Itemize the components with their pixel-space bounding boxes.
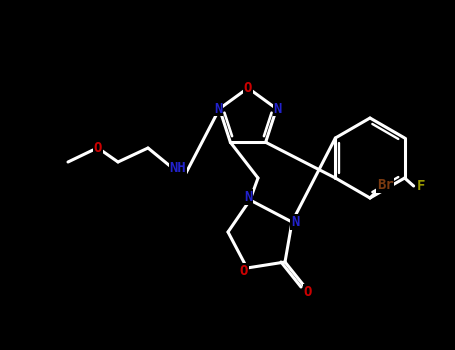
Text: N: N (291, 215, 299, 229)
Text: N: N (244, 190, 252, 204)
Text: N: N (273, 102, 282, 116)
Text: O: O (94, 141, 102, 155)
Text: N: N (214, 102, 222, 116)
Text: O: O (304, 285, 312, 299)
Text: NH: NH (170, 161, 187, 175)
Text: Br: Br (377, 178, 394, 192)
Text: O: O (240, 264, 248, 278)
Text: F: F (416, 179, 425, 193)
Text: O: O (244, 81, 252, 95)
